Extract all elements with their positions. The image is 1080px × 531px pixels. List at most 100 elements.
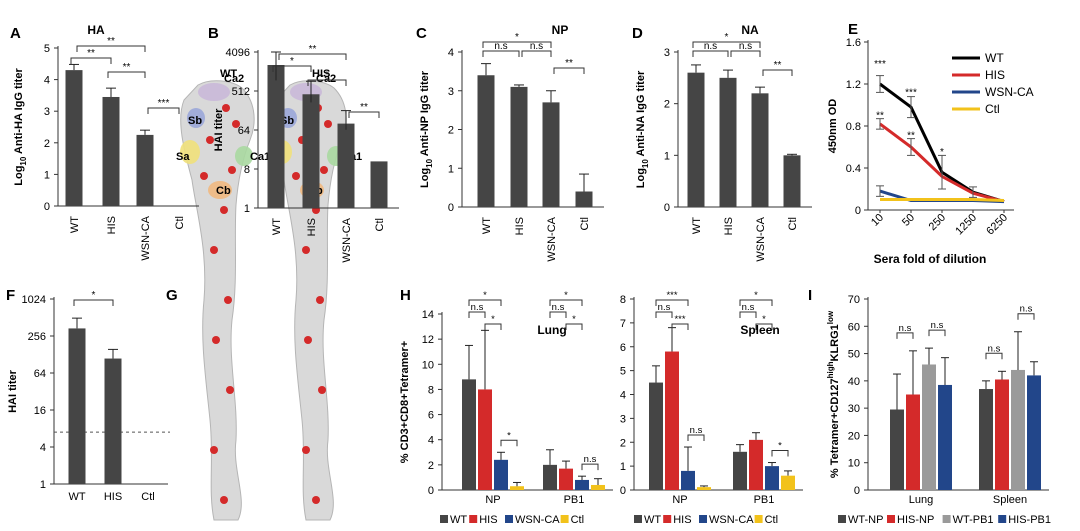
bar [370, 161, 388, 208]
series-line [880, 198, 1005, 203]
bar [687, 72, 705, 208]
bar [510, 486, 524, 490]
x-tick-label: WT [691, 217, 703, 234]
bar [749, 439, 763, 490]
legend-swatch [998, 515, 1007, 523]
significance-label: * [762, 314, 766, 325]
legend-label: HIS [985, 68, 1005, 82]
y-tick-label: 4 [428, 435, 434, 447]
bar [922, 364, 936, 490]
y-tick-label: 0 [855, 205, 861, 217]
bar [979, 389, 993, 490]
y-tick-label: 2 [448, 125, 454, 137]
significance-label: n.s [931, 320, 944, 331]
x-tick-label: HIS [106, 216, 118, 234]
legend-swatch [754, 515, 763, 523]
legend-label: WT [985, 51, 1004, 65]
panel-i: I 0 10 20 30 40 50 60 70 % Tetramer+CD127highKLRG… [808, 287, 1051, 526]
significance-label: *** [874, 59, 886, 70]
significance-bracket [272, 65, 312, 72]
significance-bracket [73, 299, 114, 306]
panel-f: F 1 4 16 64 256 1024 HAI titer WT HIS Ctl * [6, 287, 170, 503]
legend-swatch [942, 515, 951, 523]
bar [68, 328, 86, 484]
significance-bracket [771, 450, 789, 457]
significance-label: * [290, 56, 294, 67]
panel-label: F [6, 287, 15, 304]
legend-swatch [560, 515, 569, 523]
y-tick-label: 3 [664, 47, 670, 59]
mutation-site [312, 496, 320, 504]
panel-label: G [166, 287, 178, 304]
y-axis-label: Log10 Anti-NP IgG titer [419, 70, 434, 188]
mutation-site [212, 336, 220, 344]
significance-bracket [896, 332, 914, 339]
significance-label: ** [107, 36, 115, 47]
y-tick-label: 1 [664, 150, 670, 162]
y-axis-label: HAI titer [7, 369, 19, 413]
significance-label: * [507, 430, 511, 441]
significance-label: * [564, 290, 568, 301]
y-tick-label: 3 [620, 413, 626, 425]
significance-label: n.s [739, 41, 752, 52]
x-tick-label: HIS [723, 217, 735, 235]
significance-label: * [725, 32, 729, 43]
significance-bracket [107, 71, 146, 78]
y-tick-label: 0 [428, 485, 434, 497]
legend-label: HIS [479, 514, 497, 526]
y-tick-label: 10 [422, 359, 434, 371]
significance-label: n.s [584, 454, 597, 465]
significance-bracket [76, 45, 146, 52]
bar [681, 470, 695, 490]
y-tick-label: 1.2 [846, 79, 861, 91]
bar [494, 459, 508, 490]
y-tick-label: 256 [28, 331, 46, 343]
significance-bracket [482, 50, 520, 57]
significance-label: ** [774, 60, 782, 71]
mutation-site [304, 336, 312, 344]
legend-swatch [699, 515, 707, 523]
x-tick-label: 50 [900, 212, 917, 229]
x-tick-label: HIS [104, 491, 122, 503]
significance-bracket [671, 323, 689, 330]
y-tick-label: 4 [44, 75, 50, 87]
structure-title-his: HIS [312, 68, 330, 80]
significance-label: ** [907, 130, 915, 141]
significance-label: * [491, 314, 495, 325]
bar [477, 75, 495, 207]
x-tick-label: 250 [927, 212, 948, 233]
antigenic-site-label: Cb [216, 185, 231, 197]
legend-swatch [634, 515, 642, 523]
bar [665, 351, 679, 490]
y-tick-label: 0 [620, 485, 626, 497]
y-axis-label: Log10 Anti-NA IgG titer [635, 70, 650, 188]
antigenic-site-label: Sa [176, 151, 190, 163]
y-tick-label: 3 [448, 86, 454, 98]
chart-title: HA [87, 23, 105, 37]
bar [559, 468, 573, 490]
legend-label: WT-PB1 [953, 514, 994, 526]
legend-swatch [887, 515, 895, 523]
y-tick-label: 16 [34, 405, 46, 417]
significance-bracket [468, 299, 502, 306]
bar [1027, 375, 1041, 490]
chart-title: Spleen [740, 323, 779, 337]
panel-label: H [400, 287, 411, 304]
significance-bracket [278, 53, 347, 60]
group-label: PB1 [564, 494, 585, 506]
y-tick-label: 4096 [226, 47, 250, 59]
significance-label: n.s [704, 41, 717, 52]
antigenic-site-patch [208, 181, 232, 199]
significance-label: * [940, 147, 944, 158]
legend-swatch [838, 515, 846, 523]
bar [938, 384, 952, 490]
group-label: Spleen [993, 494, 1027, 506]
panel-label: C [416, 25, 427, 42]
significance-bracket [553, 67, 585, 74]
x-tick-label: WSN-CA [140, 215, 152, 260]
y-axis-label: Log10 Anti-HA IgG titer [13, 68, 28, 186]
bar [543, 464, 557, 490]
bar [697, 487, 711, 490]
x-tick-label: Ctl [374, 218, 386, 231]
